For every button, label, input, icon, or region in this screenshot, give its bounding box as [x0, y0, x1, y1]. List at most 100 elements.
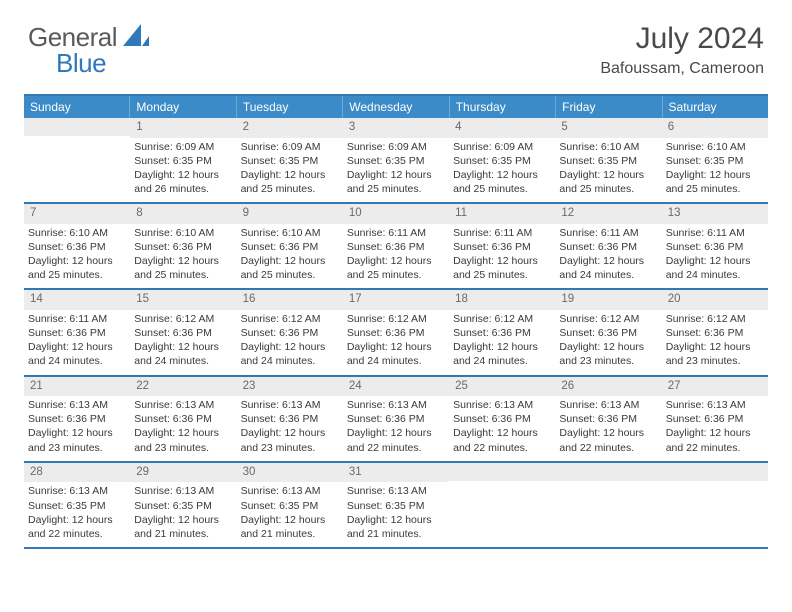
day-body: Sunrise: 6:10 AMSunset: 6:36 PMDaylight:…	[24, 224, 130, 289]
sunset-line: Sunset: 6:36 PM	[134, 412, 232, 426]
sunset-line: Sunset: 6:36 PM	[241, 412, 339, 426]
day-cell: 3Sunrise: 6:09 AMSunset: 6:35 PMDaylight…	[343, 118, 449, 202]
day-body: Sunrise: 6:11 AMSunset: 6:36 PMDaylight:…	[662, 224, 768, 289]
sunset-line: Sunset: 6:35 PM	[241, 154, 339, 168]
day-cell: 31Sunrise: 6:13 AMSunset: 6:35 PMDayligh…	[343, 463, 449, 547]
daylight-line: Daylight: 12 hours and 24 minutes.	[28, 340, 126, 368]
daylight-line: Daylight: 12 hours and 25 minutes.	[347, 168, 445, 196]
day-cell: 30Sunrise: 6:13 AMSunset: 6:35 PMDayligh…	[237, 463, 343, 547]
daylight-line: Daylight: 12 hours and 22 minutes.	[559, 426, 657, 454]
day-cell: 21Sunrise: 6:13 AMSunset: 6:36 PMDayligh…	[24, 377, 130, 461]
sunrise-line: Sunrise: 6:13 AM	[666, 398, 764, 412]
dow-cell: Monday	[130, 96, 236, 118]
day-cell: 13Sunrise: 6:11 AMSunset: 6:36 PMDayligh…	[662, 204, 768, 288]
sunrise-line: Sunrise: 6:12 AM	[241, 312, 339, 326]
week-row: 28Sunrise: 6:13 AMSunset: 6:35 PMDayligh…	[24, 463, 768, 549]
sunset-line: Sunset: 6:36 PM	[241, 326, 339, 340]
day-body: Sunrise: 6:11 AMSunset: 6:36 PMDaylight:…	[555, 224, 661, 289]
sunrise-line: Sunrise: 6:10 AM	[134, 226, 232, 240]
sunset-line: Sunset: 6:36 PM	[28, 412, 126, 426]
sunrise-line: Sunrise: 6:10 AM	[666, 140, 764, 154]
sunrise-line: Sunrise: 6:12 AM	[666, 312, 764, 326]
sunrise-line: Sunrise: 6:11 AM	[347, 226, 445, 240]
daylight-line: Daylight: 12 hours and 24 minutes.	[559, 254, 657, 282]
sunset-line: Sunset: 6:36 PM	[347, 240, 445, 254]
day-body: Sunrise: 6:13 AMSunset: 6:36 PMDaylight:…	[555, 396, 661, 461]
daylight-line: Daylight: 12 hours and 25 minutes.	[28, 254, 126, 282]
sunset-line: Sunset: 6:36 PM	[666, 326, 764, 340]
day-cell: 11Sunrise: 6:11 AMSunset: 6:36 PMDayligh…	[449, 204, 555, 288]
day-body: Sunrise: 6:12 AMSunset: 6:36 PMDaylight:…	[662, 310, 768, 375]
sunrise-line: Sunrise: 6:13 AM	[28, 398, 126, 412]
day-cell: 5Sunrise: 6:10 AMSunset: 6:35 PMDaylight…	[555, 118, 661, 202]
daylight-line: Daylight: 12 hours and 23 minutes.	[134, 426, 232, 454]
day-cell	[449, 463, 555, 547]
daylight-line: Daylight: 12 hours and 22 minutes.	[666, 426, 764, 454]
day-body: Sunrise: 6:12 AMSunset: 6:36 PMDaylight:…	[343, 310, 449, 375]
day-body: Sunrise: 6:13 AMSunset: 6:36 PMDaylight:…	[343, 396, 449, 461]
sunrise-line: Sunrise: 6:11 AM	[453, 226, 551, 240]
sunset-line: Sunset: 6:35 PM	[453, 154, 551, 168]
sunrise-line: Sunrise: 6:11 AM	[559, 226, 657, 240]
sunset-line: Sunset: 6:35 PM	[347, 499, 445, 513]
sunset-line: Sunset: 6:36 PM	[347, 412, 445, 426]
day-cell: 26Sunrise: 6:13 AMSunset: 6:36 PMDayligh…	[555, 377, 661, 461]
day-number: 27	[662, 377, 768, 397]
day-number	[24, 118, 130, 136]
day-cell: 4Sunrise: 6:09 AMSunset: 6:35 PMDaylight…	[449, 118, 555, 202]
sunset-line: Sunset: 6:36 PM	[453, 326, 551, 340]
day-cell: 8Sunrise: 6:10 AMSunset: 6:36 PMDaylight…	[130, 204, 236, 288]
daylight-line: Daylight: 12 hours and 21 minutes.	[134, 513, 232, 541]
daylight-line: Daylight: 12 hours and 24 minutes.	[347, 340, 445, 368]
sunrise-line: Sunrise: 6:13 AM	[28, 484, 126, 498]
sunrise-line: Sunrise: 6:12 AM	[347, 312, 445, 326]
day-body: Sunrise: 6:13 AMSunset: 6:36 PMDaylight:…	[662, 396, 768, 461]
day-of-week-row: SundayMondayTuesdayWednesdayThursdayFrid…	[24, 96, 768, 118]
week-row: 7Sunrise: 6:10 AMSunset: 6:36 PMDaylight…	[24, 204, 768, 290]
day-number: 28	[24, 463, 130, 483]
sunset-line: Sunset: 6:35 PM	[241, 499, 339, 513]
day-number: 26	[555, 377, 661, 397]
day-cell: 23Sunrise: 6:13 AMSunset: 6:36 PMDayligh…	[237, 377, 343, 461]
day-body: Sunrise: 6:10 AMSunset: 6:35 PMDaylight:…	[555, 138, 661, 203]
day-number: 13	[662, 204, 768, 224]
sunset-line: Sunset: 6:35 PM	[28, 499, 126, 513]
day-cell: 15Sunrise: 6:12 AMSunset: 6:36 PMDayligh…	[130, 290, 236, 374]
daylight-line: Daylight: 12 hours and 23 minutes.	[28, 426, 126, 454]
day-body: Sunrise: 6:11 AMSunset: 6:36 PMDaylight:…	[24, 310, 130, 375]
day-number	[449, 463, 555, 481]
week-row: 21Sunrise: 6:13 AMSunset: 6:36 PMDayligh…	[24, 377, 768, 463]
daylight-line: Daylight: 12 hours and 25 minutes.	[134, 254, 232, 282]
day-cell	[662, 463, 768, 547]
sunset-line: Sunset: 6:36 PM	[559, 412, 657, 426]
day-body: Sunrise: 6:13 AMSunset: 6:35 PMDaylight:…	[24, 482, 130, 547]
daylight-line: Daylight: 12 hours and 25 minutes.	[453, 168, 551, 196]
day-number: 3	[343, 118, 449, 138]
day-number: 6	[662, 118, 768, 138]
sunset-line: Sunset: 6:36 PM	[559, 326, 657, 340]
day-number: 23	[237, 377, 343, 397]
day-body: Sunrise: 6:12 AMSunset: 6:36 PMDaylight:…	[130, 310, 236, 375]
day-body: Sunrise: 6:13 AMSunset: 6:36 PMDaylight:…	[449, 396, 555, 461]
sunrise-line: Sunrise: 6:13 AM	[347, 398, 445, 412]
day-cell: 25Sunrise: 6:13 AMSunset: 6:36 PMDayligh…	[449, 377, 555, 461]
day-body: Sunrise: 6:13 AMSunset: 6:35 PMDaylight:…	[343, 482, 449, 547]
day-body: Sunrise: 6:11 AMSunset: 6:36 PMDaylight:…	[449, 224, 555, 289]
sunset-line: Sunset: 6:36 PM	[666, 240, 764, 254]
day-body: Sunrise: 6:13 AMSunset: 6:35 PMDaylight:…	[237, 482, 343, 547]
day-body: Sunrise: 6:10 AMSunset: 6:36 PMDaylight:…	[130, 224, 236, 289]
day-number: 1	[130, 118, 236, 138]
sunrise-line: Sunrise: 6:11 AM	[28, 312, 126, 326]
daylight-line: Daylight: 12 hours and 25 minutes.	[241, 254, 339, 282]
sunrise-line: Sunrise: 6:13 AM	[241, 398, 339, 412]
daylight-line: Daylight: 12 hours and 21 minutes.	[241, 513, 339, 541]
day-number: 4	[449, 118, 555, 138]
day-number: 15	[130, 290, 236, 310]
sunrise-line: Sunrise: 6:11 AM	[666, 226, 764, 240]
sunrise-line: Sunrise: 6:09 AM	[241, 140, 339, 154]
sunrise-line: Sunrise: 6:09 AM	[134, 140, 232, 154]
daylight-line: Daylight: 12 hours and 25 minutes.	[347, 254, 445, 282]
day-number: 18	[449, 290, 555, 310]
day-number: 31	[343, 463, 449, 483]
day-body: Sunrise: 6:11 AMSunset: 6:36 PMDaylight:…	[343, 224, 449, 289]
